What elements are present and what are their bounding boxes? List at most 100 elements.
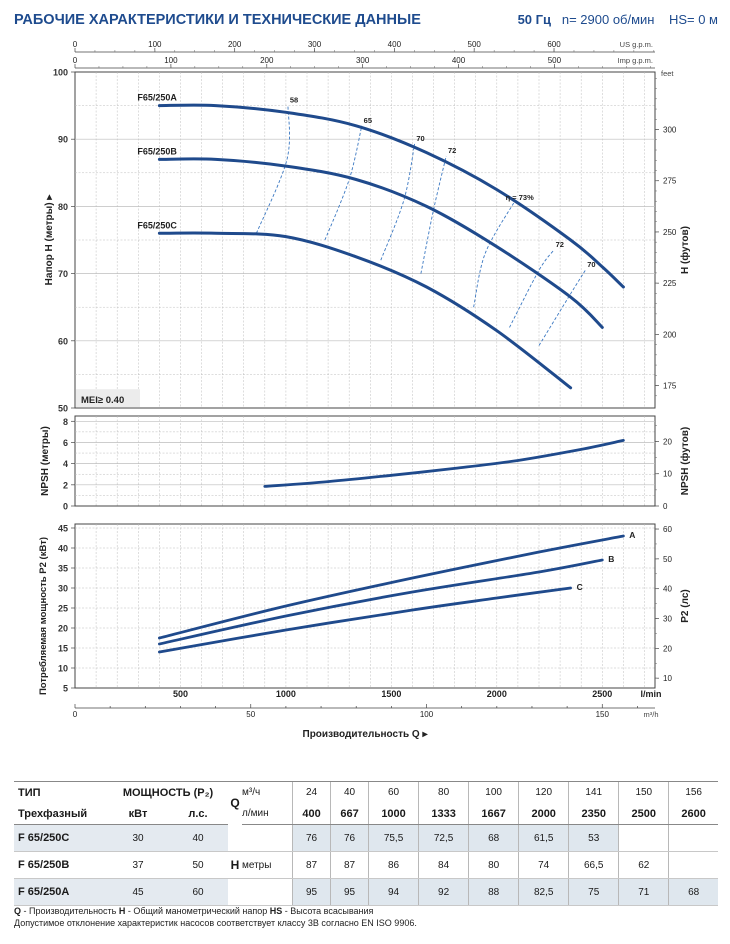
- head-ytick-label: 90: [58, 135, 68, 145]
- lmin-tick-label: 1500: [381, 689, 401, 699]
- imp-gpm-tick-label: 0: [73, 56, 78, 65]
- power-frame: [74, 523, 656, 689]
- npsh-curve: [263, 439, 625, 488]
- lmin-tick-label: 500: [173, 689, 188, 699]
- efficiency-line-2: [380, 143, 416, 261]
- feet-unit: feet: [661, 69, 674, 78]
- q-lmin-5: 2000: [518, 803, 569, 825]
- mei-box: [76, 389, 140, 407]
- npsh-ytick-label: 0: [63, 502, 68, 512]
- us-gpm-tick-label: 400: [388, 40, 402, 49]
- mei-label: MEI≥ 0.40: [81, 395, 124, 406]
- model-a-h-4: 88: [468, 878, 519, 906]
- q-m3h-8: 156: [668, 781, 718, 803]
- page-title: РАБОЧИЕ ХАРАКТЕРИСТИКИ И ТЕХНИЧЕСКИЕ ДАН…: [14, 12, 421, 28]
- efficiency-label-3: 72: [448, 146, 456, 155]
- us-gpm-tick-label: 600: [547, 40, 561, 49]
- q-lmin-8: 2600: [668, 803, 718, 825]
- feet-tick-label: 175: [663, 382, 677, 391]
- model-c-h-6: 53: [568, 824, 619, 852]
- q-m3h-3: 80: [418, 781, 469, 803]
- power-curve-label-C: C: [577, 582, 583, 592]
- power-ytick-label: 35: [58, 564, 68, 574]
- feet-tick-label: 250: [663, 228, 677, 237]
- efficiency-line-5: [509, 249, 555, 328]
- model-a-h-1: 95: [330, 878, 369, 906]
- frequency-label: 50 Гц: [517, 12, 552, 27]
- m3h-tick-label: 50: [246, 710, 255, 719]
- us-gpm-tick-label: 200: [228, 40, 242, 49]
- head-curve-label-F65/250C: F65/250C: [137, 220, 177, 230]
- model-c-h-0: 76: [291, 824, 331, 852]
- npsh-ylabel-right: NPSH (футов): [679, 427, 691, 496]
- npsh-ytick-label: 2: [63, 480, 68, 490]
- us-gpm-tick-label: 100: [148, 40, 162, 49]
- model-b-h-2: 86: [368, 851, 419, 879]
- x-axis-title: Производительность Q ▸: [303, 729, 429, 740]
- model-b-hp: 50: [168, 851, 228, 879]
- npsh-frame: [74, 415, 656, 507]
- model-b-h-7: 62: [618, 851, 669, 879]
- model-c-kw: 30: [108, 824, 168, 852]
- model-c-h-5: 61,5: [518, 824, 569, 852]
- model-b-h-4: 80: [468, 851, 519, 879]
- power-curve-B: [158, 558, 604, 646]
- efficiency-line-1: [324, 125, 363, 241]
- q-lmin-6: 2350: [568, 803, 619, 825]
- q-lmin-0: 400: [291, 803, 331, 825]
- imp-gpm-tick-label: 300: [356, 56, 370, 65]
- head-ytick-label: 80: [58, 202, 68, 212]
- power-curve-A: [158, 534, 625, 640]
- q-m3h-6: 141: [568, 781, 619, 803]
- model-c-h-3: 72,5: [418, 824, 469, 852]
- efficiency-line-4: [473, 202, 515, 308]
- power-header: МОЩНОСТЬ (P₂): [108, 781, 228, 803]
- hs-key: HS: [269, 906, 283, 916]
- q-lmin-7: 2500: [618, 803, 669, 825]
- imp-gpm-unit: Imp g.p.m.: [618, 56, 653, 65]
- feet-tick-label: 300: [663, 126, 677, 135]
- efficiency-label-5: 72: [556, 240, 564, 249]
- power-ytick-label: 5: [63, 684, 68, 694]
- model-a-h-2: 94: [368, 878, 419, 906]
- model-c-h-1: 76: [330, 824, 369, 852]
- feet-tick-label: 200: [663, 330, 677, 339]
- power-ytick-label: 45: [58, 524, 68, 534]
- footnote: Q - Производительность H - Общий маномет…: [14, 905, 417, 929]
- model-c-h-8: [668, 824, 718, 852]
- npsh-ytick-label: 4: [63, 459, 68, 469]
- q-m3h-0: 24: [291, 781, 331, 803]
- power-hp-tick-label: 40: [663, 585, 672, 594]
- efficiency-label-1: 65: [364, 116, 372, 125]
- efficiency-label-4: η = 73%: [506, 193, 534, 202]
- q-lmin-4: 1667: [468, 803, 519, 825]
- model-a-h-5: 82,5: [518, 878, 569, 906]
- head-curve-F65/250A: [157, 103, 625, 289]
- model-b-h-1: 87: [330, 851, 369, 879]
- imp-gpm-tick-label: 200: [260, 56, 274, 65]
- q-m3h-1: 40: [330, 781, 369, 803]
- pump-performance-charts: 0 100 200 300 400 500 600 US g.p.m.0 100 200 300 40…: [38, 40, 691, 740]
- hs-label: HS= 0 м: [668, 12, 718, 27]
- q-lmin-1: 667: [330, 803, 369, 825]
- page-header: РАБОЧИЕ ХАРАКТЕРИСТИКИ И ТЕХНИЧЕСКИЕ ДАН…: [14, 8, 718, 34]
- power-hp-tick-label: 20: [663, 644, 672, 653]
- legend-line: Q - Производительность H - Общий маномет…: [14, 905, 417, 917]
- lmin-tick-label: 2000: [487, 689, 507, 699]
- speed-label: n= 2900 об/мин: [561, 12, 655, 27]
- feet-tick-label: 275: [663, 177, 677, 186]
- us-gpm-tick-label: 500: [468, 40, 482, 49]
- efficiency-label-0: 58: [290, 96, 298, 105]
- q-lmin-2: 1000: [368, 803, 419, 825]
- lmin-unit: l/min: [640, 689, 661, 699]
- model-b-h-5: 74: [518, 851, 569, 879]
- model-a-h-8: 68: [668, 878, 718, 906]
- model-b-h-6: 66,5: [568, 851, 619, 879]
- q-m3h-unit: м³/ч: [242, 781, 293, 803]
- npsh-ft-tick-label: 10: [663, 470, 672, 479]
- head-curve-F65/250C: [157, 231, 573, 390]
- power-curve-label-B: B: [608, 554, 614, 564]
- power-ytick-label: 30: [58, 584, 68, 594]
- us-gpm-tick-label: 0: [73, 40, 78, 49]
- model-a-h-3: 92: [418, 878, 469, 906]
